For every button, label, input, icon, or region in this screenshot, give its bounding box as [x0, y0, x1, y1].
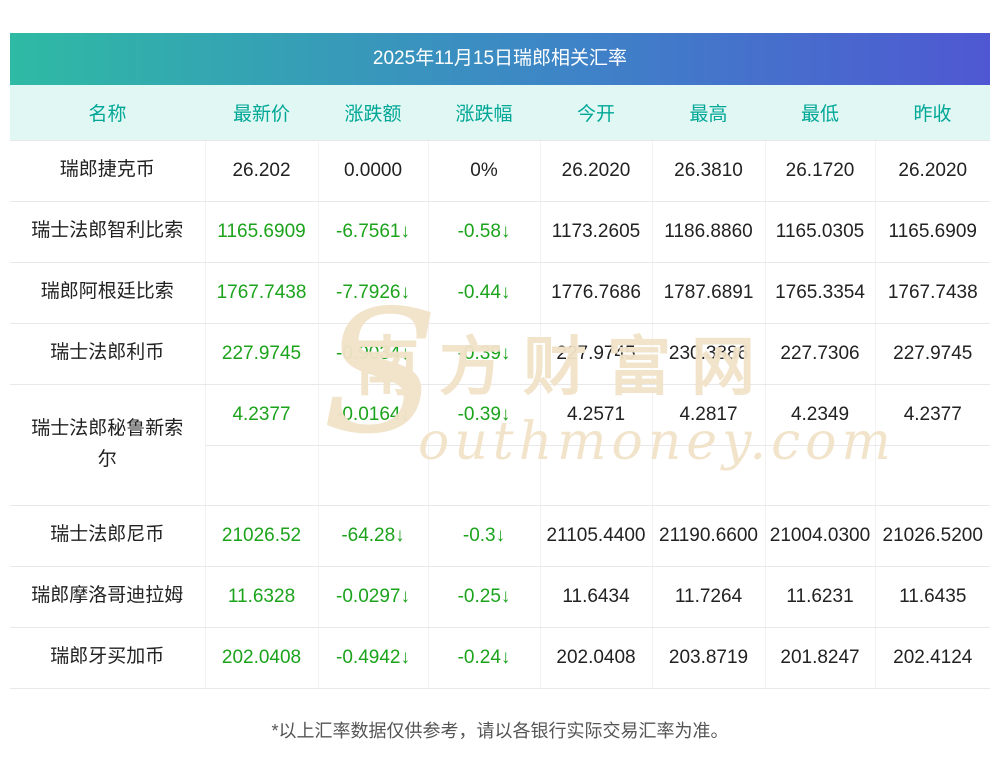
spacer-cell — [765, 445, 876, 506]
table-row: 瑞郎牙买加币 202.0408 -0.4942↓ -0.24↓ 202.0408… — [10, 627, 990, 689]
cell-low: 1765.3354 — [765, 262, 876, 324]
cell-latest: 202.0408 — [205, 627, 319, 689]
cell-pct: -0.39↓ — [428, 384, 541, 446]
cell-prev: 4.2377 — [875, 384, 990, 446]
cell-change: 0.0000 — [318, 140, 429, 202]
cell-pct: -0.39↓ — [428, 323, 541, 385]
cell-high: 11.7264 — [652, 566, 766, 628]
col-header-prev: 昨收 — [875, 85, 990, 141]
rates-table-container: 2025年11月15日瑞郎相关汇率 名称 最新价 涨跌额 涨跌幅 今开 最高 最… — [10, 33, 990, 689]
table-row: 瑞士法郎智利比索 1165.6909 -6.7561↓ -0.58↓ 1173.… — [10, 201, 990, 263]
cell-high: 26.3810 — [652, 140, 766, 202]
cell-change: -0.0297↓ — [318, 566, 429, 628]
cell-pct: -0.25↓ — [428, 566, 541, 628]
cell-high: 1186.8860 — [652, 201, 766, 263]
spacer-cell — [428, 445, 541, 506]
cell-high: 4.2817 — [652, 384, 766, 446]
cell-low: 1165.0305 — [765, 201, 876, 263]
table-row: 瑞士法郎利币 227.9745 -0.9034↓ -0.39↓ 227.9745… — [10, 323, 990, 385]
cell-low: 21004.0300 — [765, 505, 876, 567]
table-row: 瑞士法郎尼币 21026.52 -64.28↓ -0.3↓ 21105.4400… — [10, 505, 990, 567]
spacer-cell — [875, 445, 990, 506]
cell-name: 瑞士法郎智利比索 — [10, 201, 206, 263]
cell-pct: -0.3↓ — [428, 505, 541, 567]
cell-pct: -0.24↓ — [428, 627, 541, 689]
cell-prev: 1767.7438 — [875, 262, 990, 324]
cell-high: 203.8719 — [652, 627, 766, 689]
cell-change: -7.7926↓ — [318, 262, 429, 324]
cell-low: 227.7306 — [765, 323, 876, 385]
spacer-cell — [318, 445, 429, 506]
cell-change: -0.0164↓ — [318, 384, 429, 446]
cell-change: -0.4942↓ — [318, 627, 429, 689]
spacer-cell — [540, 445, 653, 506]
cell-prev: 227.9745 — [875, 323, 990, 385]
cell-open: 1776.7686 — [540, 262, 653, 324]
spacer-cell — [205, 445, 319, 506]
cell-open: 26.2020 — [540, 140, 653, 202]
cell-latest: 21026.52 — [205, 505, 319, 567]
cell-high: 21190.6600 — [652, 505, 766, 567]
table-row: 瑞郎阿根廷比索 1767.7438 -7.7926↓ -0.44↓ 1776.7… — [10, 262, 990, 324]
cell-prev: 1165.6909 — [875, 201, 990, 263]
cell-latest: 4.2377 — [205, 384, 319, 446]
cell-name: 瑞郎阿根廷比索 — [10, 262, 206, 324]
cell-open: 21105.4400 — [540, 505, 653, 567]
col-header-name: 名称 — [10, 85, 205, 141]
rates-table: 名称 最新价 涨跌额 涨跌幅 今开 最高 最低 昨收 瑞郎捷克币 26.202 … — [10, 85, 990, 689]
cell-change: -6.7561↓ — [318, 201, 429, 263]
table-title: 2025年11月15日瑞郎相关汇率 — [10, 33, 990, 85]
cell-high: 230.3886 — [652, 323, 766, 385]
cell-latest: 11.6328 — [205, 566, 319, 628]
cell-pct: -0.44↓ — [428, 262, 541, 324]
col-header-latest: 最新价 — [205, 85, 318, 141]
col-header-pct: 涨跌幅 — [428, 85, 540, 141]
cell-latest: 1165.6909 — [205, 201, 319, 263]
cell-low: 4.2349 — [765, 384, 876, 446]
cell-open: 202.0408 — [540, 627, 653, 689]
cell-latest: 1767.7438 — [205, 262, 319, 324]
cell-prev: 202.4124 — [875, 627, 990, 689]
header-row: 名称 最新价 涨跌额 涨跌幅 今开 最高 最低 昨收 — [10, 85, 990, 141]
cell-open: 227.9745 — [540, 323, 653, 385]
spacer-cell — [652, 445, 766, 506]
cell-open: 1173.2605 — [540, 201, 653, 263]
cell-name: 瑞士法郎利币 — [10, 323, 206, 385]
cell-low: 201.8247 — [765, 627, 876, 689]
table-row: 瑞郎摩洛哥迪拉姆 11.6328 -0.0297↓ -0.25↓ 11.6434… — [10, 566, 990, 628]
cell-latest: 227.9745 — [205, 323, 319, 385]
cell-pct: 0% — [428, 140, 541, 202]
cell-name: 瑞郎牙买加币 — [10, 627, 206, 689]
col-header-high: 最高 — [652, 85, 765, 141]
table-row: 瑞士法郎秘鲁新索尔 4.2377 -0.0164↓ -0.39↓ 4.2571 … — [10, 384, 990, 506]
cell-name: 瑞郎捷克币 — [10, 140, 206, 202]
cell-prev: 21026.5200 — [875, 505, 990, 567]
footer-note: *以上汇率数据仅供参考，请以各银行实际交易汇率为准。 — [271, 720, 729, 741]
cell-latest: 26.202 — [205, 140, 319, 202]
cell-pct: -0.58↓ — [428, 201, 541, 263]
col-header-change: 涨跌额 — [318, 85, 428, 141]
cell-low: 11.6231 — [765, 566, 876, 628]
col-header-low: 最低 — [765, 85, 875, 141]
cell-high: 1787.6891 — [652, 262, 766, 324]
cell-change: -64.28↓ — [318, 505, 429, 567]
cell-open: 4.2571 — [540, 384, 653, 446]
cell-name: 瑞士法郎尼币 — [10, 505, 206, 567]
cell-open: 11.6434 — [540, 566, 653, 628]
cell-name: 瑞士法郎秘鲁新索尔 — [10, 384, 206, 506]
col-header-open: 今开 — [540, 85, 652, 141]
cell-prev: 11.6435 — [875, 566, 990, 628]
cell-name: 瑞郎摩洛哥迪拉姆 — [10, 566, 206, 628]
table-row-spacer — [10, 445, 990, 506]
table-row: 瑞郎捷克币 26.202 0.0000 0% 26.2020 26.3810 2… — [10, 140, 990, 202]
cell-low: 26.1720 — [765, 140, 876, 202]
cell-prev: 26.2020 — [875, 140, 990, 202]
cell-change: -0.9034↓ — [318, 323, 429, 385]
